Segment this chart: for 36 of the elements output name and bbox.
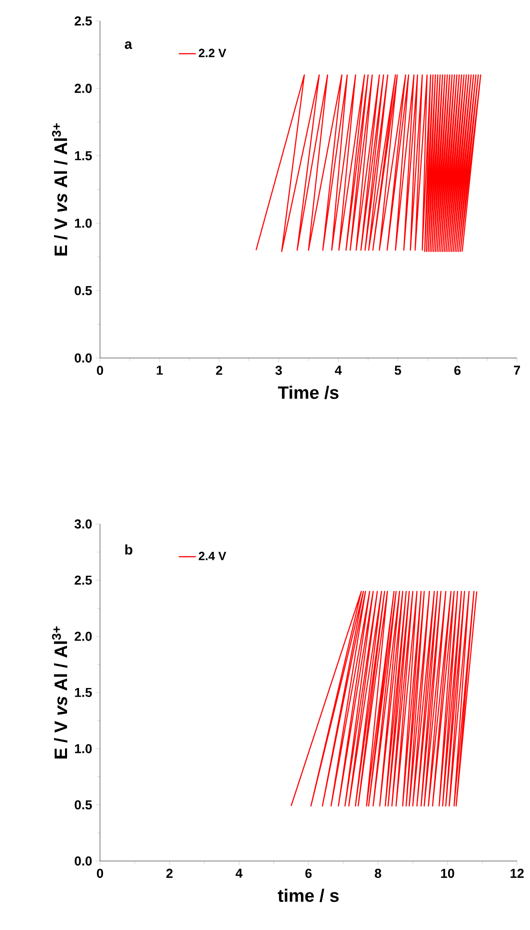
y-tick-label: 2.0 [74,84,92,93]
x-tick-label: 4 [334,366,342,375]
y-tick-label: 3.0 [74,519,92,529]
y-tick-label: 2.5 [74,576,92,585]
x-tick-label: 4 [236,868,243,878]
legend-label: 2.4 V [198,552,226,560]
legend-label: 2.2 V [198,48,226,58]
y-tick-label: 0.5 [74,800,92,810]
y-axis-title: E / V vs Al / Al$^{3+}$ [52,626,68,758]
y-tick-label: 1.0 [75,218,92,228]
annotation: b [125,544,132,555]
x-axis-title: time / s [278,888,339,902]
y-tick-label: 0.0 [74,856,92,866]
x-tick-label: 0 [96,868,104,878]
x-tick-label: 0 [96,366,104,375]
x-axis-title: Time /s [278,386,338,400]
x-tick-label: 2 [216,366,222,375]
x-tick-label: 6 [305,868,312,878]
y-tick-label: 1.5 [75,688,92,698]
y-tick-label: 0.0 [74,353,92,363]
x-tick-label: 7 [514,366,520,375]
x-tick-label: 5 [394,366,402,375]
x-tick-label: 8 [374,868,382,878]
y-tick-label: 0.5 [74,286,92,296]
y-tick-label: 2.0 [74,632,92,641]
annotation: a [124,41,132,50]
x-tick-label: 10 [441,868,454,878]
y-tick-label: 1.5 [75,151,92,160]
x-tick-label: 12 [510,868,524,878]
y-tick-label: 2.5 [74,16,92,26]
x-tick-label: 1 [156,366,163,375]
y-axis-title: E / V vs Al / Al$^{3+}$ [52,123,68,256]
x-tick-label: 2 [166,868,173,878]
x-tick-label: 3 [275,366,282,375]
y-tick-label: 1.0 [75,744,92,754]
x-tick-label: 6 [454,366,461,375]
